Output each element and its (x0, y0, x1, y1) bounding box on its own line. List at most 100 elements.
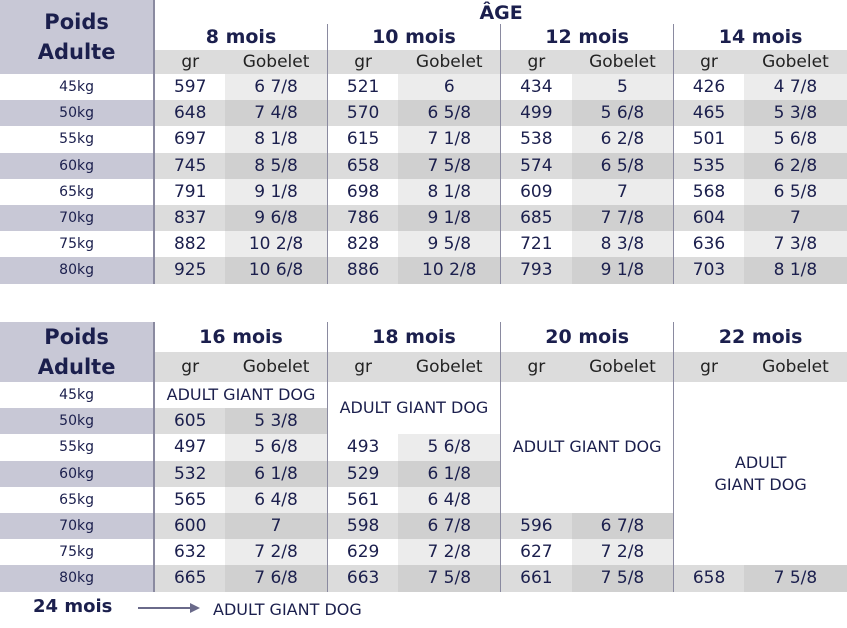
weight-label: 80kg (0, 257, 156, 284)
grams-value: 745 (154, 152, 226, 179)
grams-value: 925 (154, 257, 226, 284)
gobelet-value: 8 1/8 (743, 257, 847, 284)
grams-value: 648 (154, 100, 226, 127)
grams-value: 493 (326, 434, 399, 461)
gobelet-value: 10 2/8 (398, 257, 501, 284)
gobelet-value: 6 1/8 (225, 460, 328, 487)
grams-value: 465 (673, 100, 744, 127)
gobelet-value: 7 2/8 (571, 539, 674, 566)
weight-label: 70kg (0, 204, 156, 232)
weight-label: 65kg (0, 178, 156, 205)
grams-value: 793 (500, 257, 572, 284)
gobelet-value: 9 1/8 (571, 257, 674, 284)
table-row: 60kg 745 8 5/8 658 7 5/8 574 6 5/8 535 6 2/8 (0, 152, 847, 179)
gobelet-value: 5 3/8 (743, 100, 847, 127)
gr-header: gr (500, 352, 572, 382)
gobelet-value: 6 2/8 (571, 126, 674, 153)
grams-value: 598 (326, 512, 399, 540)
grams-value: 698 (326, 178, 399, 205)
weight-label: 80kg (0, 565, 156, 592)
age-header: ÂGE (479, 2, 523, 24)
corner-header: Poids Adulte (0, 0, 156, 74)
grams-value: 886 (326, 257, 399, 284)
gobelet-value: 7 2/8 (225, 539, 328, 566)
gobelet-value: 9 6/8 (225, 204, 328, 232)
grams-value: 703 (673, 257, 744, 284)
gobelet-value: 6 2/8 (743, 152, 847, 179)
gobelet-header: Gobelet (225, 50, 328, 74)
table-row: 65kg 565 6 4/8 561 6 4/8 (0, 486, 847, 513)
month-header: 16 mois (199, 326, 283, 348)
weight-label: 70kg (0, 512, 156, 540)
gr-header: gr (500, 50, 572, 74)
grams-value: 658 (673, 565, 744, 592)
grams-value: 600 (154, 512, 226, 540)
feeding-table-16-22-months: Poids Adulte 16 mois 18 mois 20 mois 22 mois g… (0, 322, 847, 592)
gobelet-value: 6 7/8 (571, 512, 674, 540)
adult-giant-dog-20: ADULT GIANT DOG (500, 382, 674, 513)
grams-value: 658 (326, 152, 399, 179)
month-header: 10 mois (326, 24, 501, 50)
weight-label: 50kg (0, 100, 156, 127)
month-header: 14 mois (673, 24, 847, 50)
gobelet-value: 5 6/8 (398, 434, 501, 461)
grams-value: 538 (500, 126, 572, 153)
table-row: 80kg 925 10 6/8 886 10 2/8 793 9 1/8 703 8 1/8 (0, 257, 847, 284)
table-row: 50kg 648 7 4/8 570 6 5/8 499 5 6/8 465 5 3/8 (0, 100, 847, 127)
grams-value: 663 (326, 565, 399, 592)
grams-value: 697 (154, 126, 226, 153)
gobelet-value: 7 (743, 204, 847, 232)
grams-value: 501 (673, 126, 744, 153)
weight-label: 60kg (0, 152, 156, 179)
feeding-table-8-14-months: Poids Adulte ÂGE 8 mois 10 mois 12 mois 14 moi… (0, 0, 847, 284)
grams-value: 837 (154, 204, 226, 232)
table-row: 50kg 605 5 3/8 (0, 408, 847, 435)
arrow-right-icon (138, 603, 200, 613)
gobelet-header: Gobelet (225, 352, 328, 382)
weight-label: 45kg (0, 382, 156, 409)
grams-value: 627 (500, 539, 572, 566)
grams-value: 570 (326, 100, 399, 127)
table-row: 60kg 532 6 1/8 529 6 1/8 (0, 460, 847, 487)
grams-value: 426 (673, 74, 744, 101)
adult-label: ADULT (734, 452, 787, 472)
grams-value: 665 (154, 565, 226, 592)
table-row: 70kg 600 7 598 6 7/8 596 6 7/8 (0, 512, 847, 540)
grams-value: 882 (154, 231, 226, 258)
gobelet-header: Gobelet (398, 352, 501, 382)
gobelet-value: 7 6/8 (225, 565, 328, 592)
grams-value: 532 (154, 460, 226, 487)
grams-value: 499 (500, 100, 572, 127)
gobelet-value: 7 5/8 (571, 565, 674, 592)
grams-value: 561 (326, 486, 399, 513)
gobelet-value: 5 6/8 (571, 100, 674, 127)
grams-value: 609 (500, 178, 572, 205)
table-row: 55kg 697 8 1/8 615 7 1/8 538 6 2/8 501 5 6/8 (0, 126, 847, 153)
weight-label: 75kg (0, 231, 156, 258)
grams-value: 529 (326, 460, 399, 487)
gr-header: gr (673, 352, 744, 382)
grams-value: 629 (326, 539, 399, 566)
gobelet-value: 8 1/8 (398, 178, 501, 205)
gr-header: gr (673, 50, 744, 74)
weight-label: 50kg (0, 408, 156, 435)
gobelet-value: 8 5/8 (225, 152, 328, 179)
grams-value: 685 (500, 204, 572, 232)
gobelet-value: 6 1/8 (398, 460, 501, 487)
gobelet-value: 6 (398, 74, 501, 101)
gr-header: gr (326, 352, 399, 382)
gobelet-value: 4 7/8 (743, 74, 847, 101)
gobelet-value: 7 5/8 (743, 565, 847, 592)
adult-giant-dog-22: ADULT GIANT DOG (673, 382, 847, 566)
gobelet-value: 6 7/8 (398, 512, 501, 540)
gr-header: gr (326, 50, 399, 74)
gobelet-value: 6 5/8 (571, 152, 674, 179)
month-header: 18 mois (326, 322, 501, 352)
gobelet-value: 5 3/8 (225, 408, 328, 435)
grams-value: 574 (500, 152, 572, 179)
grams-value: 596 (500, 512, 572, 540)
gobelet-header: Gobelet (571, 352, 674, 382)
table-row: 65kg 791 9 1/8 698 8 1/8 609 7 568 6 5/8 (0, 178, 847, 205)
gobelet-value: 9 1/8 (398, 204, 501, 232)
gobelet-value: 6 4/8 (225, 486, 328, 513)
